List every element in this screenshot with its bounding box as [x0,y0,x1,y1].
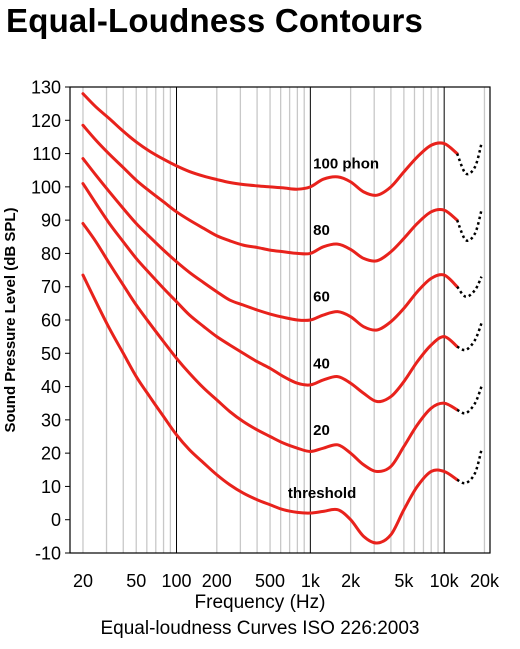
x-tick-label: 20 [73,571,93,591]
curve-threshold [81,273,459,545]
curve-label: 60 [313,289,330,306]
curve-label: 80 [313,222,330,239]
x-axis-ticks: 20 50 100 200 500 1k 2k 5k 10k 20k [73,571,500,591]
dotted-extension [456,322,483,352]
y-axis-ticks: -10 0 10 20 30 40 50 60 70 80 90 100 110 120 130 [31,78,70,564]
y-axis-label: Sound Pressure Level (dB SPL) [2,207,19,432]
y-tick-label: 70 [41,277,61,297]
curve-40 [81,182,459,404]
y-tick-label: 90 [41,211,61,231]
y-tick-label: 40 [41,377,61,397]
y-tick-label: 50 [41,344,61,364]
y-tick-label: 30 [41,410,61,430]
dotted-extension [455,143,483,176]
curve-label: 40 [313,355,330,372]
grid-lines [82,87,486,553]
curve-100-phon [81,92,459,197]
x-tick-label: 5k [394,571,414,591]
y-tick-label: 130 [31,78,61,98]
dotted-extension [456,386,483,415]
curve-60 [81,157,459,332]
dotted-extension [456,449,483,485]
x-tick-label: 10k [430,571,460,591]
curve-label: 100 phon [313,156,379,173]
chart-subtitle: Equal-loudness Curves ISO 226:2003 [100,618,420,639]
y-tick-label: -10 [35,544,61,564]
x-tick-label: 100 [161,571,191,591]
plot-frame [69,86,491,554]
curve-80 [81,123,459,263]
x-axis-label: Frequency (Hz) [194,592,326,613]
y-tick-label: 20 [41,444,61,464]
curve-20 [81,221,459,473]
y-tick-label: 80 [41,244,61,264]
curve-lines [81,92,459,545]
x-tick-label: 500 [255,571,285,591]
x-tick-label: 200 [202,571,232,591]
x-tick-label: 2k [341,571,361,591]
y-tick-label: 120 [31,111,61,131]
y-tick-label: 60 [41,311,61,331]
curve-label: 20 [313,422,330,439]
x-tick-label: 1k [301,571,321,591]
y-tick-label: 0 [51,510,61,530]
dotted-extension [455,209,483,242]
y-tick-label: 110 [32,144,61,164]
chart-title: Equal-Loudness Contours [6,2,424,39]
curve-label: threshold [288,485,356,502]
x-tick-label: 20k [470,571,500,591]
y-tick-label: 100 [31,177,61,197]
x-tick-label: 50 [126,571,146,591]
curve-labels: 100 phon 80 60 40 20 threshold [288,156,379,503]
y-tick-label: 10 [41,477,61,497]
dotted-extension [456,276,483,298]
extension-lines [455,143,483,485]
